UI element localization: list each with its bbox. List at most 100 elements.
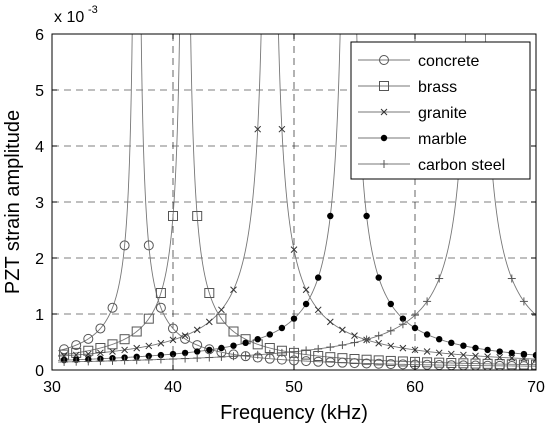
marker-carbon-steel: [156, 355, 165, 364]
marker-granite: [181, 332, 189, 339]
marker-carbon-steel: [253, 350, 262, 359]
marker-marble: [375, 274, 382, 281]
marker-brass: [155, 288, 166, 298]
marker-concrete: [83, 333, 94, 344]
marker-marble: [363, 212, 370, 220]
marker-marble: [411, 324, 419, 332]
marker-carbon-steel: [72, 357, 81, 366]
marker-brass: [373, 355, 384, 366]
marker-concrete: [71, 340, 82, 351]
marker-marble: [278, 324, 286, 332]
marker-concrete: [301, 356, 312, 367]
series-line-brass: [57, 34, 180, 356]
y-tick-label: 1: [35, 307, 44, 324]
marker-carbon-steel: [229, 352, 238, 361]
marker-marble: [387, 300, 394, 308]
marker-granite: [399, 344, 407, 352]
legend-label-brass: brass: [418, 79, 457, 96]
marker-brass: [325, 352, 336, 363]
legend-marker-carbon-steel: [380, 160, 388, 168]
marker-granite: [423, 348, 431, 355]
marker-carbon-steel: [507, 274, 516, 283]
y-tick-label: 3: [35, 195, 44, 212]
marker-granite: [435, 349, 443, 357]
marker-marble: [484, 346, 491, 354]
marker-marble: [436, 336, 443, 343]
marker-concrete: [168, 323, 178, 334]
marker-brass: [192, 211, 203, 221]
x-tick-label: 70: [527, 379, 545, 396]
marker-marble: [230, 342, 237, 349]
legend-label-carbon-steel: carbon steel: [418, 157, 505, 174]
marker-carbon-steel: [108, 356, 117, 365]
legend-marker-granite: [380, 108, 388, 116]
x-tick-label: 60: [406, 379, 424, 396]
marker-concrete: [289, 355, 299, 366]
marker-carbon-steel: [241, 351, 250, 360]
series-line-concrete: [57, 34, 133, 352]
marker-carbon-steel: [338, 341, 347, 350]
marker-brass: [422, 357, 433, 368]
marker-concrete: [119, 240, 130, 251]
marker-marble: [399, 315, 407, 322]
marker-carbon-steel: [193, 354, 202, 363]
legend-marker-brass: [379, 81, 389, 91]
marker-granite: [496, 353, 504, 361]
marker-brass: [83, 345, 94, 356]
y-tick-label: 4: [35, 139, 44, 156]
y-tick-label: 6: [35, 27, 44, 44]
y-tick-label: 2: [35, 251, 44, 268]
x-tick-label: 30: [43, 379, 61, 396]
marker-carbon-steel: [314, 344, 323, 353]
legend-box: [350, 41, 531, 180]
marker-carbon-steel: [435, 274, 444, 283]
marker-marble: [206, 346, 213, 354]
x-tick-label: 40: [164, 379, 182, 396]
series-markers: [59, 125, 536, 370]
legend-label-granite: granite: [418, 105, 467, 122]
marker-carbon-steel: [362, 335, 371, 344]
marker-brass: [494, 359, 505, 370]
y-tick-label: 5: [35, 83, 44, 100]
marker-carbon-steel: [84, 357, 93, 366]
marker-marble: [327, 212, 334, 220]
marker-granite: [97, 349, 104, 357]
marker-carbon-steel: [132, 356, 141, 365]
marker-brass: [397, 356, 408, 367]
marker-marble: [290, 315, 298, 322]
legend-marker-concrete: [379, 55, 389, 65]
marker-granite: [121, 346, 128, 354]
marker-brass: [349, 354, 360, 364]
marker-granite: [339, 326, 346, 334]
series-line-brass: [190, 34, 536, 366]
marker-marble: [520, 350, 528, 358]
marker-concrete: [143, 240, 154, 251]
y-tick-label: 0: [35, 363, 44, 380]
series-line-granite: [58, 34, 262, 357]
marker-concrete: [155, 302, 166, 313]
marker-marble: [218, 344, 225, 352]
marker-carbon-steel: [350, 338, 359, 347]
marker-granite: [218, 306, 225, 314]
marker-brass: [531, 359, 536, 370]
marker-granite: [302, 286, 310, 294]
marker-brass: [119, 334, 130, 345]
marker-granite: [326, 318, 334, 326]
marker-granite: [278, 125, 286, 133]
marker-carbon-steel: [217, 352, 226, 361]
marker-granite: [193, 326, 201, 334]
marker-brass: [168, 211, 178, 221]
marker-brass: [470, 358, 481, 369]
marker-granite: [290, 246, 298, 253]
x-axis-label: Frequency (kHz): [220, 402, 368, 424]
marker-carbon-steel: [532, 311, 536, 320]
marker-marble: [181, 349, 189, 357]
marker-carbon-steel: [423, 297, 432, 306]
legend-marker-marble: [380, 134, 388, 142]
marker-carbon-steel: [265, 349, 274, 358]
marker-brass: [131, 326, 142, 337]
marker-granite: [169, 336, 177, 344]
marker-granite: [230, 286, 237, 294]
y-axis-label: PZT strain amplitude: [2, 110, 24, 294]
marker-marble: [496, 348, 503, 355]
